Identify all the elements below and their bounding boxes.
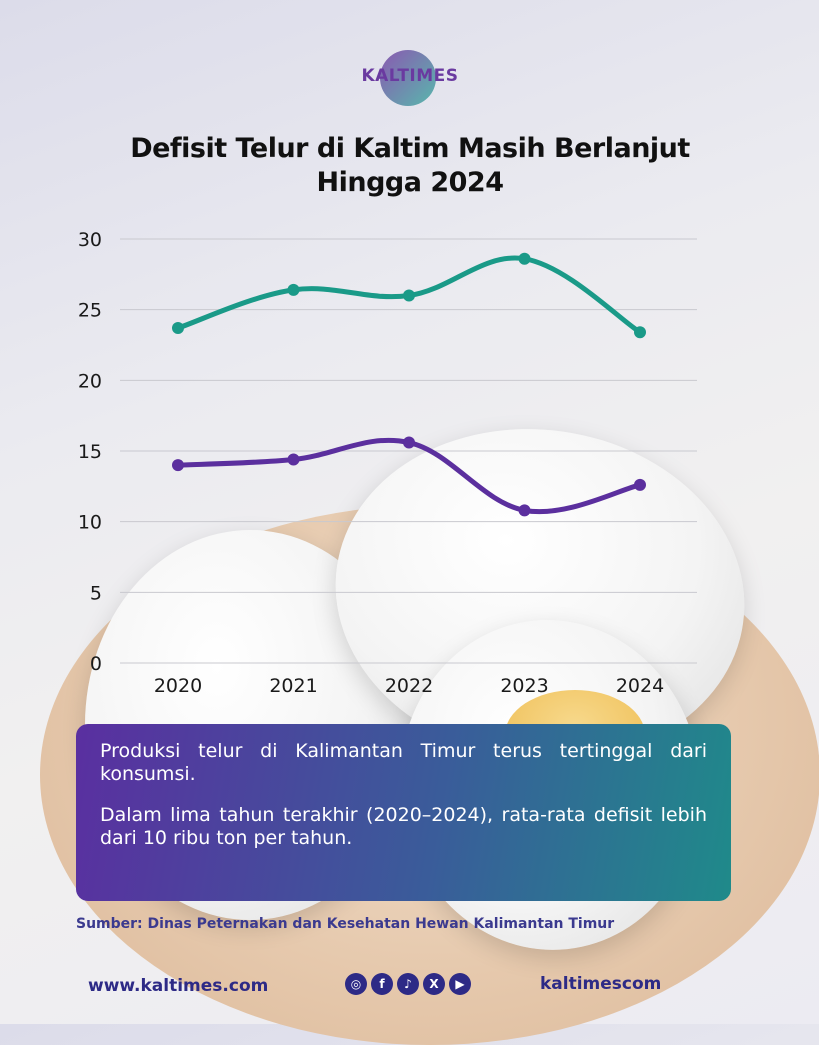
- source-note: Sumber: Dinas Peternakan dan Kesehatan H…: [76, 916, 615, 932]
- social-handle[interactable]: kaltimescom: [540, 974, 662, 994]
- data-point[interactable]: [518, 252, 531, 265]
- title-line-1: Defisit Telur di Kaltim Masih Berlanjut: [130, 133, 690, 164]
- info-paragraph-2: Dalam lima tahun terakhir (2020–2024), r…: [100, 804, 707, 849]
- title-line-2: Hingga 2024: [316, 167, 505, 198]
- website-link[interactable]: www.kaltimes.com: [88, 976, 269, 996]
- data-point[interactable]: [634, 478, 646, 491]
- data-point[interactable]: [172, 322, 184, 335]
- y-tick-label: 30: [78, 229, 102, 251]
- chart-title: Defisit Telur di Kaltim Masih Berlanjut …: [60, 132, 760, 200]
- facebook-icon[interactable]: f: [371, 973, 393, 995]
- info-box: Produksi telur di Kalimantan Timur terus…: [76, 724, 731, 901]
- x-tick-label: 2021: [269, 675, 317, 697]
- y-tick-label: 0: [90, 653, 102, 675]
- data-point[interactable]: [287, 283, 300, 296]
- y-tick-label: 15: [78, 441, 102, 463]
- x-icon[interactable]: X: [423, 973, 445, 995]
- y-tick-label: 10: [78, 512, 102, 534]
- x-tick-label: 2022: [385, 675, 433, 697]
- brand-logo[interactable]: KALTIMES: [340, 48, 480, 108]
- data-point[interactable]: [403, 436, 415, 449]
- instagram-icon[interactable]: ◎: [345, 973, 367, 995]
- y-tick-label: 5: [90, 582, 102, 604]
- logo-text: KALTIMES: [361, 66, 459, 86]
- x-tick-label: 2024: [616, 675, 664, 697]
- data-point[interactable]: [287, 453, 300, 466]
- youtube-icon[interactable]: ▶: [449, 973, 471, 995]
- logo-globe-icon: [380, 50, 436, 106]
- data-point[interactable]: [634, 326, 646, 339]
- data-point[interactable]: [403, 289, 415, 302]
- info-paragraph-1: Produksi telur di Kalimantan Timur terus…: [100, 740, 707, 785]
- y-tick-label: 25: [78, 300, 102, 322]
- x-tick-label: 2020: [154, 675, 202, 697]
- line-chart: 0 5 10 15 20 25 30 2020 2021 2022 2023 2024: [78, 229, 697, 697]
- social-icons: ◎ f ♪ X ▶: [345, 973, 471, 995]
- x-tick-label: 2023: [500, 675, 548, 697]
- tiktok-icon[interactable]: ♪: [397, 973, 419, 995]
- y-tick-label: 20: [78, 370, 102, 392]
- data-point[interactable]: [172, 459, 184, 472]
- data-point[interactable]: [518, 504, 531, 517]
